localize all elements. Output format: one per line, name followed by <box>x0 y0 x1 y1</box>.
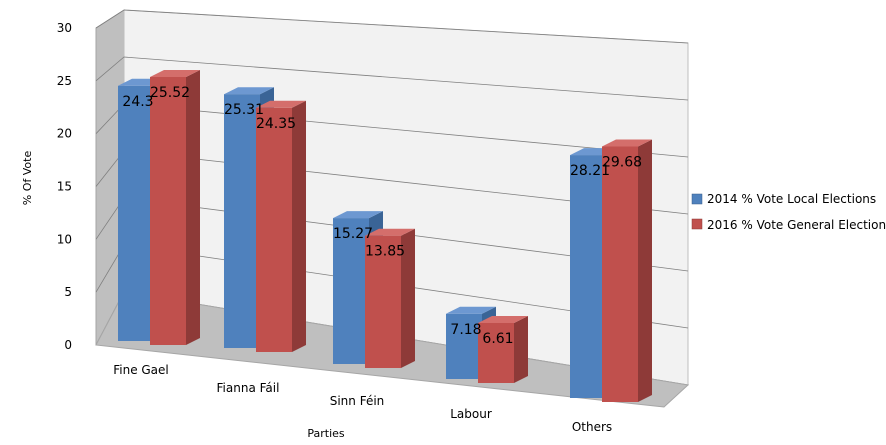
y-axis-title: % Of Vote <box>21 151 34 206</box>
bar-1-4 <box>602 139 652 402</box>
data-label-1-2: 13.85 <box>365 244 405 260</box>
y-tick-label-0: 0 <box>64 338 72 352</box>
legend: 2014 % Vote Local Elections 2016 % Vote … <box>691 192 886 232</box>
category-label-1: Fianna Fáil <box>217 381 280 395</box>
bar-front <box>602 146 638 402</box>
bar-top <box>224 87 274 95</box>
bar-1-1 <box>256 100 306 352</box>
data-label-0-4: 28.21 <box>570 163 610 179</box>
data-label-1-3: 6.61 <box>482 331 513 347</box>
bar-front <box>118 85 154 341</box>
y-tick-label-5: 25 <box>57 74 72 88</box>
bar-front <box>446 313 482 379</box>
gridline-6 <box>95 9 689 44</box>
bar-front <box>333 218 369 364</box>
legend-swatch-2016 <box>691 218 703 230</box>
category-label-3: Labour <box>450 407 492 421</box>
bar-side <box>186 70 200 345</box>
bar-top <box>446 306 496 314</box>
data-label-1-0: 25.52 <box>150 85 190 101</box>
y-tick-label-2: 10 <box>57 232 72 246</box>
bar-1-0 <box>150 70 200 345</box>
bar-top <box>365 228 415 236</box>
bar-side <box>401 228 415 368</box>
bar-front <box>150 77 186 345</box>
bar-top <box>333 211 383 219</box>
bar-top <box>478 316 528 323</box>
legend-label-2014: 2014 % Vote Local Elections <box>707 192 876 206</box>
bar-side <box>292 100 306 352</box>
y-tick-label-6: 30 <box>57 21 72 35</box>
data-label-1-1: 24.35 <box>256 116 296 132</box>
bar-side <box>514 316 528 383</box>
bar-1-3 <box>478 316 528 383</box>
bar-front <box>256 107 292 352</box>
x-axis-title: Parties <box>307 427 345 440</box>
bar-1-2 <box>365 228 415 368</box>
y-tick-label-4: 20 <box>57 127 72 141</box>
bar-front <box>224 94 260 348</box>
gridline-5 <box>95 56 689 101</box>
category-label-4: Others <box>572 420 612 434</box>
bar-front <box>478 323 514 383</box>
bar-front <box>570 155 606 398</box>
bar-front <box>365 235 401 368</box>
data-label-0-3: 7.18 <box>450 322 481 338</box>
legend-label-2016: 2016 % Vote General Election <box>707 218 886 232</box>
y-tick-label-3: 15 <box>57 180 72 194</box>
data-label-0-0: 24.3 <box>122 94 153 110</box>
bars <box>118 70 652 402</box>
data-label-0-1: 25.31 <box>224 102 264 118</box>
category-label-0: Fine Gael <box>113 363 169 377</box>
bar-top <box>150 70 200 77</box>
data-label-1-4: 29.68 <box>602 155 642 171</box>
bar-top <box>602 139 652 147</box>
category-label-2: Sinn Féin <box>330 394 385 408</box>
legend-swatch-2014 <box>691 193 703 205</box>
data-label-0-2: 15.27 <box>333 226 373 242</box>
y-tick-label-1: 5 <box>64 285 72 299</box>
y-tick-labels: 0 5 10 15 20 25 30 <box>57 21 72 352</box>
category-labels: Fine Gael Fianna Fáil Sinn Féin Labour Other… <box>113 363 612 434</box>
bar-side <box>638 139 652 402</box>
bar-top <box>256 100 306 108</box>
